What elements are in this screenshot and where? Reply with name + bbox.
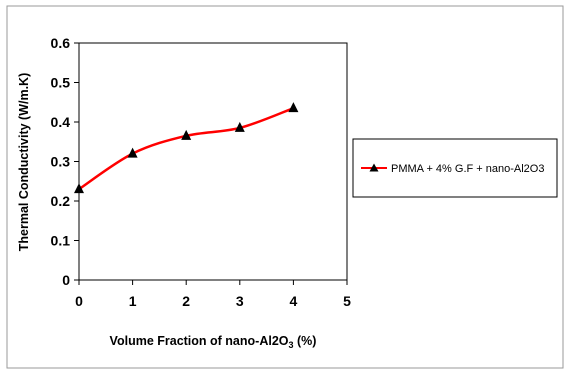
x-tick-label: 5 xyxy=(343,293,351,309)
x-tick-label: 0 xyxy=(75,293,83,309)
legend-marker-triangle-icon xyxy=(369,163,379,172)
x-axis-title: Volume Fraction of nano-Al2O3 (%) xyxy=(110,334,317,350)
plot-area xyxy=(78,42,348,281)
x-tick-label: 2 xyxy=(182,293,190,309)
x-axis-title-part: (%) xyxy=(294,334,317,348)
legend-label: PMMA + 4% G.F + nano-Al2O3 xyxy=(391,163,544,175)
x-tick-label: 3 xyxy=(236,293,244,309)
y-tick-label: 0.4 xyxy=(51,114,71,130)
y-tick-label: 0.1 xyxy=(51,233,71,249)
x-tick-label: 4 xyxy=(290,293,298,309)
data-point-triangle-icon xyxy=(181,129,192,140)
data-point-triangle-icon xyxy=(74,183,84,194)
data-point-triangle-icon xyxy=(127,147,138,158)
x-axis-title-part: Volume Fraction of nano-Al2O xyxy=(110,334,289,348)
x-tick-label: 1 xyxy=(129,293,137,309)
y-tick-label: 0.6 xyxy=(51,35,71,51)
x-axis-title-subscript: 3 xyxy=(289,340,294,350)
y-tick-label: 0 xyxy=(62,272,70,288)
y-tick-label: 0.5 xyxy=(51,75,71,91)
y-axis-title: Thermal Conductivity (W/m.K) xyxy=(17,73,31,251)
y-tick-label: 0.3 xyxy=(51,154,71,170)
axis-ticks: 0 0.1 0.2 0.3 0.4 0.5 0.6 0 1 2 3 4 5 xyxy=(51,35,352,309)
y-tick-label: 0.2 xyxy=(51,193,71,209)
series-layer xyxy=(74,102,299,194)
data-point-triangle-icon xyxy=(234,121,245,132)
data-point-triangle-icon xyxy=(288,102,299,113)
